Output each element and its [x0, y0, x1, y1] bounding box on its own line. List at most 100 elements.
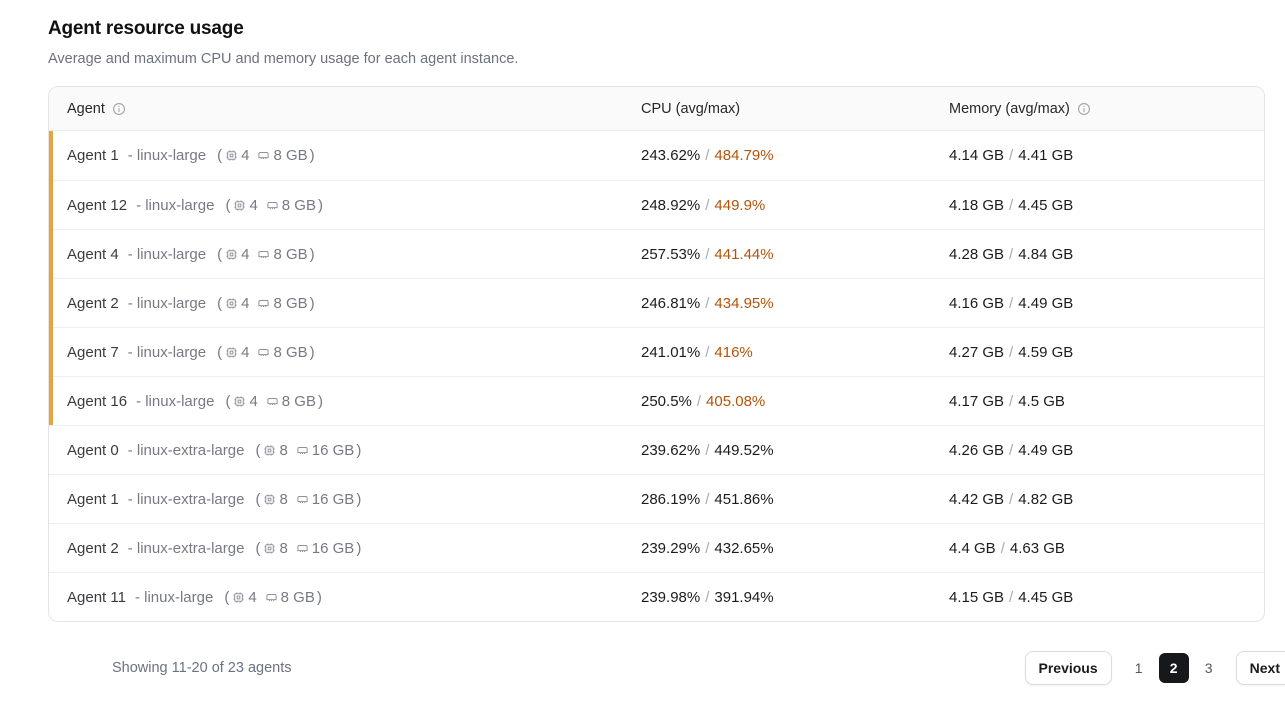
memory-max-value: 4.45 GB — [1018, 196, 1074, 214]
cpu-chip-icon — [225, 297, 238, 310]
value-separator: / — [705, 147, 710, 164]
value-separator: / — [1009, 392, 1014, 410]
cpu-usage-cell: 250.5% / 405.08% — [641, 393, 949, 410]
agent-spec: ( 4 8 GB ) — [217, 147, 315, 164]
memory-max-value: 4.45 GB — [1018, 588, 1074, 606]
cpu-max-value: 434.95% — [714, 294, 774, 312]
memory-stick-icon — [257, 149, 270, 162]
agent-info-icon[interactable] — [112, 102, 126, 116]
spec-open-paren: ( — [217, 343, 223, 361]
ram-amount: 8 GB — [273, 343, 308, 361]
value-separator: / — [705, 490, 710, 508]
memory-max-value: 4.59 GB — [1018, 343, 1074, 361]
spec-close-paren: ) — [309, 294, 315, 312]
memory-usage-cell: 4.28 GB / 4.84 GB — [949, 246, 1264, 263]
table-row: Agent 11 - linux-large ( 4 — [49, 572, 1264, 621]
ram-amount: 16 GB — [311, 490, 355, 508]
memory-usage-cell: 4.14 GB / 4.41 GB — [949, 147, 1264, 164]
memory-usage-cell: 4.18 GB / 4.45 GB — [949, 197, 1264, 214]
cpu-chip-icon — [263, 542, 276, 555]
cpu-count: 8 — [279, 539, 288, 557]
page-button-2[interactable]: 2 — [1158, 653, 1189, 683]
spec-open-paren: ( — [217, 294, 223, 312]
value-separator: / — [705, 588, 710, 606]
agent-cell: Agent 16 - linux-large ( 4 — [49, 393, 641, 410]
cpu-count: 4 — [241, 343, 250, 361]
page-button-3[interactable]: 3 — [1194, 653, 1224, 683]
memory-avg-value: 4.18 GB — [949, 196, 1005, 214]
cpu-usage-cell: 286.19% / 451.86% — [641, 491, 949, 508]
table-header-row: Agent CPU (avg/max) Memory (avg/max) — [49, 87, 1264, 131]
agent-instance-type: - linux-large — [134, 588, 214, 606]
value-separator: / — [1009, 147, 1014, 164]
memory-stick-icon — [296, 542, 309, 555]
high-usage-indicator-bar — [49, 278, 53, 327]
agent-instance-type: - linux-large — [136, 196, 215, 214]
cpu-chip-icon — [233, 199, 246, 212]
agent-instance-type: - linux-extra-large — [127, 441, 245, 459]
table-row: Agent 0 - linux-extra-large ( 8 — [49, 425, 1264, 474]
spec-open-paren: ( — [255, 539, 261, 557]
memory-info-icon[interactable] — [1077, 102, 1091, 116]
page-button-1[interactable]: 1 — [1124, 653, 1154, 683]
memory-avg-value: 4.26 GB — [949, 441, 1005, 459]
cpu-count: 4 — [241, 294, 250, 312]
previous-page-button[interactable]: Previous — [1024, 651, 1112, 685]
memory-max-value: 4.49 GB — [1018, 294, 1074, 312]
table-row: Agent 1 - linux-extra-large ( 8 — [49, 474, 1264, 523]
ram-amount: 16 GB — [311, 441, 355, 459]
spec-open-paren: ( — [217, 147, 223, 164]
memory-avg-value: 4.17 GB — [949, 392, 1005, 410]
spec-close-paren: ) — [309, 147, 315, 164]
agent-spec: ( 8 16 GB ) — [255, 442, 361, 459]
cpu-avg-value: 241.01% — [641, 343, 701, 361]
agent-spec: ( 4 8 GB ) — [224, 589, 322, 606]
memory-usage-cell: 4.17 GB / 4.5 GB — [949, 393, 1264, 410]
next-page-button[interactable]: Next — [1235, 651, 1285, 685]
agent-instance-type: - linux-large — [127, 294, 207, 312]
agent-spec: ( 8 16 GB ) — [255, 491, 361, 508]
cpu-usage-cell: 239.62% / 449.52% — [641, 442, 949, 459]
memory-stick-icon — [266, 395, 279, 408]
cpu-avg-value: 239.62% — [641, 441, 701, 459]
cpu-max-value: 416% — [714, 343, 753, 361]
agent-instance-type: - linux-large — [127, 245, 207, 263]
spec-open-paren: ( — [225, 196, 231, 214]
cpu-chip-icon — [233, 395, 246, 408]
spec-open-paren: ( — [255, 490, 261, 508]
agent-name: Agent 1 — [67, 490, 119, 508]
table-row: Agent 16 - linux-large ( 4 — [49, 376, 1264, 425]
memory-stick-icon — [296, 493, 309, 506]
memory-usage-cell: 4.42 GB / 4.82 GB — [949, 491, 1264, 508]
value-separator: / — [696, 392, 702, 410]
cpu-count: 4 — [249, 392, 258, 410]
spec-open-paren: ( — [225, 392, 231, 410]
agent-name: Agent 2 — [67, 294, 119, 312]
spec-open-paren: ( — [255, 441, 261, 459]
memory-avg-value: 4.28 GB — [949, 245, 1005, 263]
agent-spec: ( 4 8 GB ) — [217, 344, 315, 361]
memory-max-value: 4.82 GB — [1018, 490, 1074, 508]
cpu-usage-cell: 241.01% / 416% — [641, 344, 949, 361]
memory-avg-value: 4.42 GB — [949, 490, 1005, 508]
agent-resource-usage-page: Agent resource usage Average and maximum… — [48, 18, 1285, 685]
high-usage-indicator-bar — [49, 180, 53, 229]
cpu-column-label: CPU (avg/max) — [641, 100, 741, 117]
agent-cell: Agent 12 - linux-large ( 4 — [49, 197, 641, 214]
agent-name: Agent 7 — [67, 343, 119, 361]
cpu-max-value: 451.86% — [714, 490, 774, 508]
cpu-usage-cell: 239.29% / 432.65% — [641, 540, 949, 557]
ram-amount: 8 GB — [281, 196, 316, 214]
table-body: Agent 1 - linux-large ( 4 — [49, 131, 1264, 621]
spec-close-paren: ) — [356, 539, 362, 557]
memory-max-value: 4.49 GB — [1018, 441, 1074, 459]
cpu-avg-value: 239.98% — [641, 588, 701, 606]
spec-close-paren: ) — [356, 441, 362, 459]
value-separator: / — [1009, 588, 1014, 606]
cpu-count: 8 — [279, 490, 288, 508]
cpu-max-value: 449.52% — [714, 441, 774, 459]
spec-close-paren: ) — [309, 343, 315, 361]
spec-close-paren: ) — [317, 196, 323, 214]
